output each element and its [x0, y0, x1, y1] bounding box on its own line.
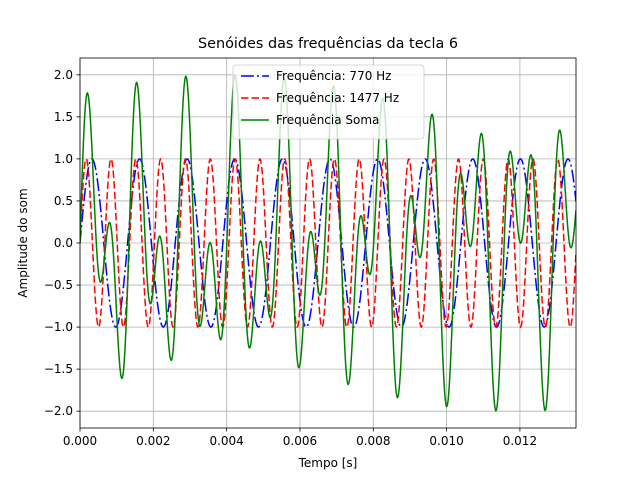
- y-tick-label: −1.0: [44, 320, 73, 334]
- x-tick-label: 0.004: [209, 434, 243, 448]
- series-line-3: [80, 73, 576, 412]
- y-tick-label: 1.5: [54, 110, 73, 124]
- legend-box: [232, 64, 425, 140]
- axis-ticks: 0.000 0.002 0.004 0.006 0.008 0.010 0.012 −2.0 −…: [44, 68, 537, 448]
- x-tick-label: 0.012: [503, 434, 537, 448]
- series-layer: [80, 73, 576, 412]
- y-tick-label: 1.0: [54, 152, 73, 166]
- y-tick-label: 0.0: [54, 236, 73, 250]
- x-tick-label: 0.002: [136, 434, 170, 448]
- series-line-2: [80, 157, 576, 329]
- x-axis-label: Tempo [s]: [298, 456, 358, 470]
- y-axis-label: Amplitude do som: [16, 188, 30, 297]
- y-tick-label: 0.5: [54, 194, 73, 208]
- legend-label-1: Frequência: 770 Hz: [276, 69, 391, 83]
- x-tick-label: 0.008: [356, 434, 390, 448]
- y-tick-label: 2.0: [54, 68, 73, 82]
- legend-label-2: Frequência: 1477 Hz: [276, 91, 399, 105]
- x-tick-label: 0.010: [429, 434, 463, 448]
- y-tick-label: −0.5: [44, 278, 73, 292]
- chart-title: Senóides das frequências da tecla 6: [198, 36, 458, 52]
- x-tick-label: 0.006: [283, 434, 317, 448]
- y-tick-label: −1.5: [44, 362, 73, 376]
- y-tick-label: −2.0: [44, 404, 73, 418]
- x-tick-label: 0.000: [63, 434, 97, 448]
- legend: Frequência: 770 Hz Frequência: 1477 Hz Fre…: [232, 64, 425, 140]
- legend-label-3: Frequência Soma: [276, 113, 379, 127]
